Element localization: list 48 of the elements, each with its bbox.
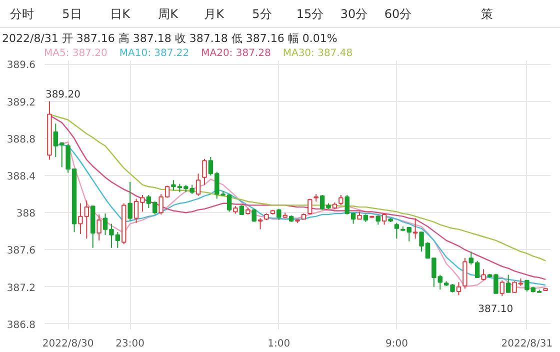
candlestick (376, 214, 380, 226)
candlestick (96, 214, 102, 241)
y-tick-label: 386.8 (6, 320, 36, 331)
text: 周K (157, 6, 179, 23)
text: 日K (109, 6, 131, 23)
text: MA5: 387.20 (44, 48, 108, 59)
y-tick-label: 387.6 (6, 246, 36, 257)
candlestick (239, 204, 244, 215)
text: MA30: 387.48 (282, 48, 353, 59)
x-tick-label: 2022/8/30 (42, 338, 94, 350)
candlestick (308, 198, 312, 215)
candlestick (252, 208, 256, 222)
candlestick (456, 282, 462, 296)
candlestick (276, 208, 282, 221)
annotation: 389.20 (45, 89, 80, 100)
text: MA10: 387.22 (119, 48, 190, 59)
chart-subtitle: 2022/8/31 开 387.16 高 387.18 收 387.18 低 387.16 幅 0.01% (1, 31, 338, 47)
candlestick (500, 280, 504, 297)
y-tick-label: 388 (16, 208, 36, 220)
candlestick (202, 158, 207, 186)
candlestick (196, 173, 201, 196)
x-tick-label: 9:00 (385, 338, 408, 350)
y-tick-label: 389.6 (6, 60, 36, 72)
x-tick-label: 2022/8/31 (501, 338, 553, 350)
y-tick-label: 389.2 (6, 97, 36, 108)
candlestick (128, 182, 132, 222)
text: 5分 (251, 6, 273, 23)
candlestick (382, 213, 387, 226)
candlestick (338, 194, 344, 206)
y-tick-label: 387.2 (6, 282, 36, 294)
text: 15分 (295, 6, 325, 23)
text: 60分 (383, 6, 413, 23)
annotation: 387.10 (478, 304, 514, 316)
y-tick-label: 388.8 (6, 134, 36, 146)
text: 分时 (9, 6, 35, 23)
text: 策 (480, 6, 494, 23)
x-tick-label: 1:00 (268, 338, 290, 350)
candlestick (506, 274, 511, 293)
text: 30分 (339, 6, 369, 23)
text: 月K (203, 6, 225, 23)
text: 5日 (61, 6, 83, 23)
candlestick (258, 218, 263, 230)
y-tick-label: 388.4 (6, 172, 36, 183)
x-tick-label: 23:00 (116, 338, 144, 350)
candlestick (481, 268, 486, 281)
candlestick (412, 218, 418, 240)
text: MA20: 387.28 (201, 48, 271, 59)
candlestick (394, 222, 400, 240)
